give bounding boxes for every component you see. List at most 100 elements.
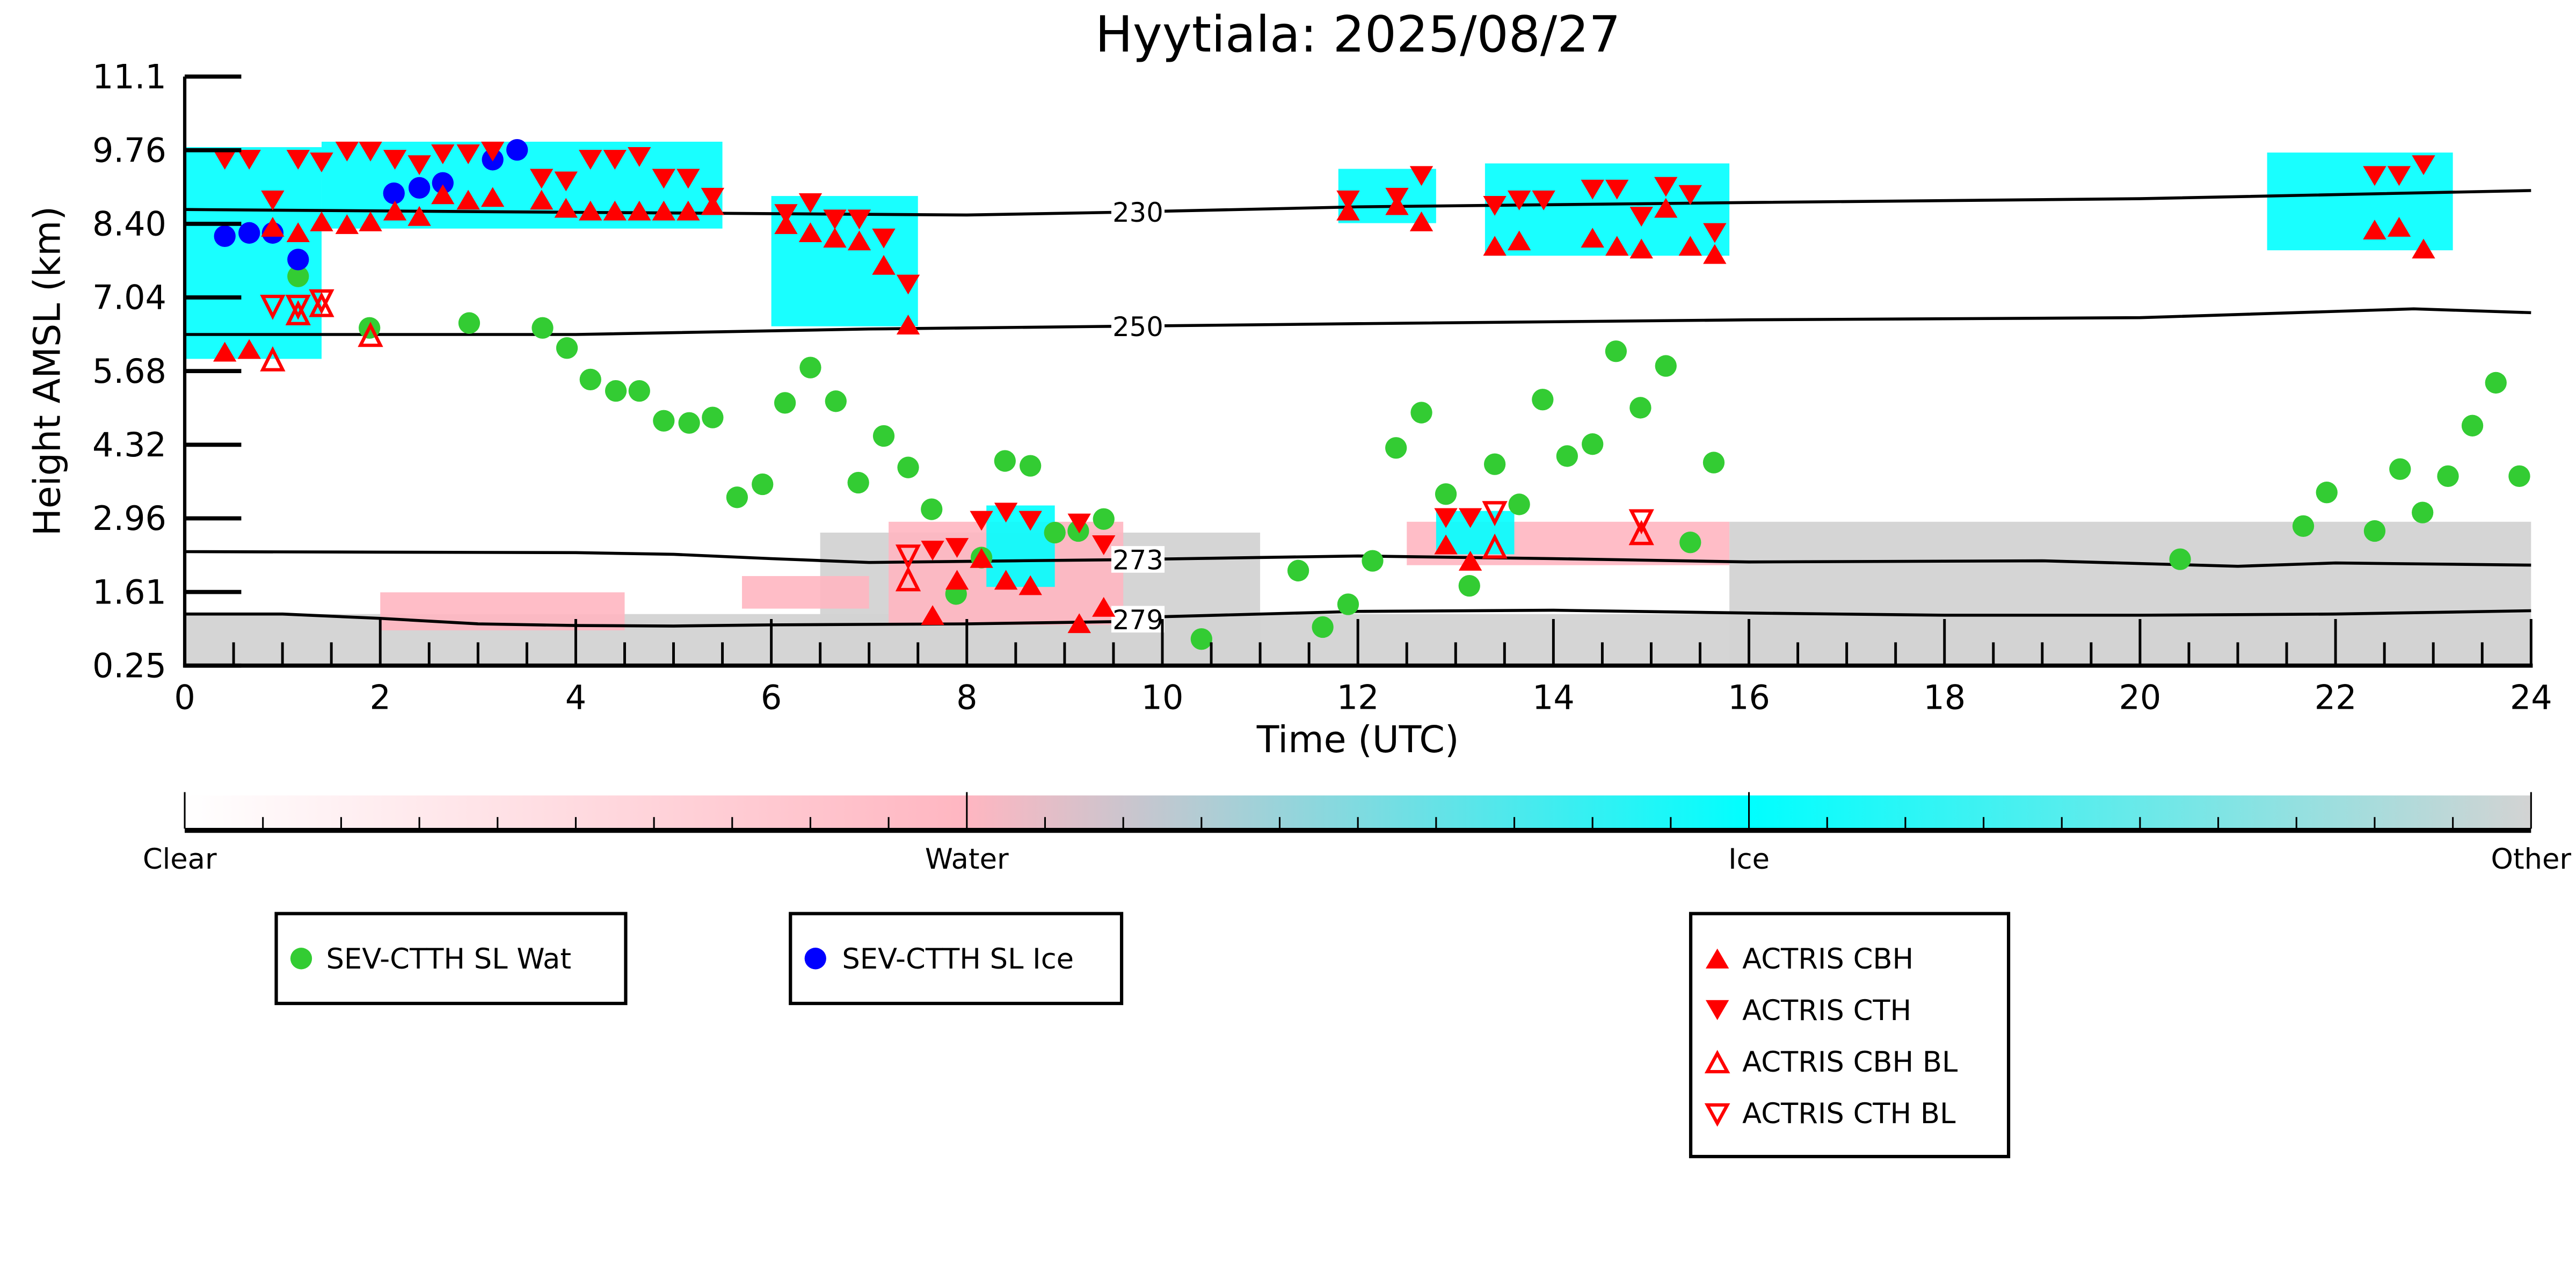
isotherm-250 (185, 307, 2531, 336)
x-axis-label: Time (UTC) (1256, 719, 1459, 761)
legend-label: ACTRIS CTH (1742, 994, 1911, 1027)
point-actris-cth (994, 503, 1018, 523)
point-sev-ctth-sl-ice (214, 225, 236, 248)
legend-triangle-up-icon (1705, 948, 1729, 969)
point-actris-cbh (847, 230, 871, 251)
point-sev-ctth-sl-wat (1702, 452, 1725, 474)
point-sev-ctth-sl-wat (1629, 397, 1651, 419)
point-actris-cth (383, 150, 407, 170)
phase-region-water (741, 576, 869, 609)
x-tick-label: 0 (174, 678, 195, 717)
point-sev-ctth-sl-ice (287, 249, 309, 271)
point-actris-cth-bl (1482, 501, 1508, 527)
point-actris-cth (1654, 177, 1678, 197)
point-actris-cth (701, 187, 725, 208)
point-actris-cbh (310, 211, 333, 231)
point-actris-cth (1678, 185, 1702, 205)
x-ticks: 0 2 4 6 8 10 12 14 16 18 20 22 24 (174, 619, 2552, 717)
point-sev-ctth-sl-wat (1483, 453, 1506, 475)
point-actris-cth (1483, 196, 1507, 216)
isotherm-label-bg (1111, 198, 1165, 225)
point-actris-cbh-bl (358, 322, 383, 347)
legend-label: ACTRIS CBH BL (1742, 1046, 1958, 1079)
point-actris-cbh (1336, 200, 1360, 221)
point-actris-cth (1458, 508, 1482, 528)
point-actris-cbh (407, 206, 431, 226)
y-tick-label: 11.1 (92, 57, 166, 96)
point-sev-ctth-sl-wat (1582, 433, 1604, 455)
point-actris-cbh (2363, 220, 2386, 239)
point-actris-cbh (1605, 236, 1629, 256)
point-sev-ctth-sl-wat (847, 471, 869, 494)
point-sev-ctth-sl-wat (605, 380, 627, 402)
x-tick-label: 24 (2510, 678, 2552, 717)
point-actris-cbh (237, 339, 261, 359)
colorbar-label-water: Water (925, 843, 1009, 876)
point-actris-cth-bl (260, 295, 286, 320)
y-axis-label: Height AMSL (km) (27, 206, 69, 536)
point-sev-ctth-sl-wat (1362, 550, 1384, 572)
point-sev-ctth-sl-wat (921, 498, 943, 520)
point-actris-cbh (1018, 575, 1042, 595)
x-tick-label: 20 (2119, 678, 2162, 717)
point-actris-cbh (945, 570, 969, 590)
isotherm-label-273: 273 (1112, 544, 1163, 576)
point-sev-ctth-sl-wat (2437, 465, 2459, 487)
x-tick-label: 22 (2315, 678, 2357, 717)
legend-triangle-down-icon (1705, 1000, 1729, 1020)
point-actris-cth (359, 141, 382, 162)
point-sev-ctth-sl-wat (1605, 340, 1627, 362)
point-sev-ctth-sl-wat (1435, 483, 1457, 505)
y-tick-label: 0.25 (92, 646, 166, 685)
point-actris-cbh (1507, 230, 1531, 251)
point-actris-cth (554, 171, 578, 192)
point-actris-cth (847, 209, 871, 230)
x-tick-label: 4 (565, 678, 586, 717)
point-sev-ctth-sl-wat (752, 473, 774, 496)
point-sev-ctth-sl-wat (556, 337, 578, 359)
point-actris-cth (945, 538, 969, 558)
point-sev-ctth-sl-wat (799, 356, 821, 379)
point-sev-ctth-sl-wat (1190, 628, 1212, 650)
point-sev-ctth-sl-wat (2363, 520, 2386, 542)
colorbar-label-other: Other (2491, 843, 2572, 876)
point-sev-ctth-sl-wat (287, 265, 309, 287)
point-sev-ctth-sl-wat (2485, 372, 2507, 394)
point-actris-cth (1092, 535, 1116, 555)
legend-label: SEV-CTTH SL Ice (842, 943, 1074, 976)
point-sev-ctth-sl-wat (726, 486, 748, 508)
point-actris-cbh (456, 190, 480, 210)
point-sev-ctth-sl-wat (1556, 445, 1578, 467)
point-actris-cth (1507, 190, 1531, 210)
point-actris-cth-bl (285, 295, 311, 320)
point-actris-cbh (1678, 236, 1702, 256)
point-sev-ctth-sl-wat (2508, 465, 2530, 487)
point-actris-cth (407, 155, 431, 176)
point-actris-cbh (1629, 238, 1653, 259)
isotherm-label-bg (1111, 606, 1165, 633)
point-actris-cth (1018, 511, 1042, 531)
point-actris-cbh-bl (1482, 533, 1508, 559)
point-sev-ctth-sl-wat (994, 450, 1016, 472)
point-actris-cth-bl (895, 544, 921, 570)
point-sev-ctth-sl-wat (532, 317, 554, 339)
point-sev-ctth-sl-ice (238, 222, 260, 244)
x-tick-label: 8 (956, 678, 977, 717)
colorbar-ticks (184, 792, 2532, 829)
point-actris-cbh (823, 228, 847, 248)
point-actris-cth (1434, 508, 1458, 528)
point-sev-ctth-sl-wat (825, 390, 847, 412)
colorbar-label-ice: Ice (1728, 843, 1770, 876)
point-actris-cth (2412, 155, 2435, 176)
point-actris-cbh (579, 200, 602, 221)
legend-label: SEV-CTTH SL Wat (326, 943, 571, 976)
point-actris-cbh (1434, 534, 1458, 555)
point-actris-cbh (603, 200, 627, 221)
point-sev-ctth-sl-ice (432, 172, 454, 194)
point-actris-cth (1703, 223, 1727, 243)
point-sev-ctth-sl-wat (1532, 389, 1554, 411)
y-tick-label: 4.32 (92, 425, 166, 464)
point-actris-cth (652, 169, 676, 189)
point-actris-cbh (676, 200, 700, 221)
